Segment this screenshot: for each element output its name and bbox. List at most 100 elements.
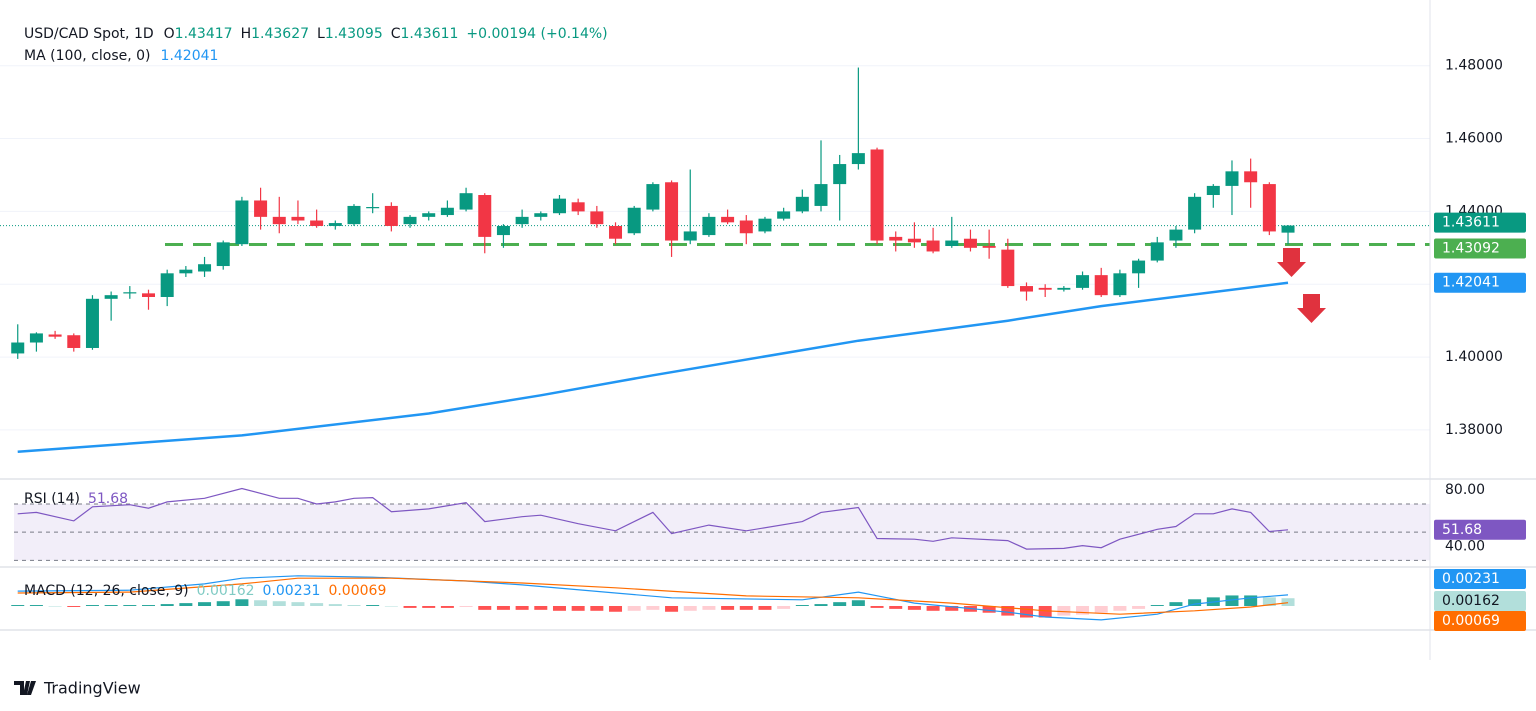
candle-body: [123, 292, 137, 294]
macd-label: 0.00231: [1442, 571, 1500, 587]
candle-body: [1169, 229, 1183, 241]
candle-body: [646, 184, 660, 210]
macd-hist-bar: [1244, 595, 1258, 606]
candle-body: [907, 238, 921, 243]
label: L: [317, 26, 325, 42]
macd-hist-bar: [795, 605, 809, 606]
macd-hist-bar: [571, 606, 585, 611]
symbol: USD/CAD Spot, 1D: [24, 26, 154, 42]
macd-hist-bar: [758, 606, 772, 610]
candle-body: [496, 225, 510, 236]
macd-hist-bar: [272, 601, 286, 606]
candle-body: [366, 207, 380, 209]
macd-hist-bar: [310, 603, 324, 606]
candle-body: [1057, 287, 1071, 290]
rsi-label: 51.68: [1442, 522, 1482, 538]
price-label-bg: [1434, 212, 1526, 233]
macd-hist-bar: [1113, 606, 1127, 611]
candle-body: [1244, 171, 1258, 183]
candle-body: [403, 216, 417, 225]
macd-hist-bar: [160, 604, 174, 606]
change: +0.00194 (+0.14%): [466, 26, 607, 42]
candle-body: [515, 216, 529, 225]
candle-body: [310, 220, 324, 226]
candle-body: [142, 293, 156, 297]
macd-hist-bar: [1019, 606, 1033, 618]
macd-hist-bar: [1225, 595, 1239, 606]
candle-body: [1076, 275, 1090, 288]
macd-hist-bar: [889, 606, 903, 609]
macd-hist-bar: [721, 606, 735, 610]
candle-body: [48, 334, 62, 337]
label: H: [241, 26, 252, 42]
macd-hist-bar: [11, 605, 25, 606]
macd-hist-bar: [646, 606, 660, 610]
macd-hist-bar: [982, 606, 996, 613]
macd-hist-bar: [235, 599, 249, 606]
macd-hist-bar: [552, 606, 566, 611]
label: RSI (14): [24, 491, 80, 507]
label: C: [391, 26, 401, 42]
label: O: [164, 26, 175, 42]
candle-body: [926, 240, 940, 252]
level-label-bg: [1434, 238, 1526, 259]
value: 1.43611: [401, 26, 459, 42]
macd-hist-bar: [29, 605, 43, 606]
candle-body: [1132, 260, 1146, 274]
ma-line: [17, 281, 1289, 454]
macd-hist-bar: [1132, 606, 1146, 609]
candle-body: [11, 342, 25, 354]
macd-line: [17, 575, 1289, 621]
logo: [14, 681, 36, 695]
candle-body: [1262, 184, 1276, 232]
macd-hist-bar: [907, 606, 921, 610]
value: 51.68: [88, 491, 128, 507]
y-tick-label: 1.46000: [1445, 131, 1503, 147]
candle-body: [590, 211, 604, 225]
macd-hist-bar: [216, 601, 230, 606]
macd-hist-bar: [1038, 606, 1052, 618]
axis: 1.380001.400001.420001.440001.460001.480…: [1434, 58, 1526, 631]
candle-body: [1001, 249, 1015, 287]
plot: [0, 67, 1430, 621]
macd-hist-bar: [48, 606, 62, 607]
macd-hist-bar: [945, 606, 959, 611]
macd-hist-bar: [459, 606, 473, 607]
macd-hist-bar: [851, 600, 865, 606]
macd-hist-bar: [534, 606, 548, 610]
candle-body: [833, 164, 847, 185]
legend-ma: MA (100, close, 0) 1.42041: [24, 48, 218, 64]
label: MACD (12, 26, close, 9): [24, 583, 189, 599]
candle-body: [758, 218, 772, 232]
candle-body: [851, 153, 865, 165]
macd-label-bg: [1434, 569, 1526, 589]
candle-body: [1113, 273, 1127, 296]
candle-body: [291, 216, 305, 221]
candle-body: [1206, 185, 1220, 196]
candle-body: [85, 298, 99, 348]
y-tick-label: 80.00: [1445, 482, 1485, 498]
candle-body: [67, 335, 81, 348]
value: 1.42041: [161, 48, 219, 64]
macd-hist-bar: [627, 606, 641, 611]
value: 1.43627: [251, 26, 309, 42]
macd-hist-bar: [1262, 597, 1276, 606]
macd-hist-bar: [1094, 606, 1108, 613]
candle-body: [627, 207, 641, 234]
candle-body: [609, 225, 623, 239]
macd-hist-bar: [123, 605, 137, 606]
rsi-label-bg: [1434, 519, 1526, 540]
candle-body: [179, 269, 193, 274]
arrow-down: [1277, 248, 1306, 277]
candle-body: [235, 200, 249, 245]
macd-hist-bar: [496, 606, 510, 610]
candle-body: [1019, 286, 1033, 292]
value: 0.00162: [197, 583, 255, 599]
candle-body: [1150, 242, 1164, 261]
candle-body: [216, 242, 230, 267]
candle-body: [384, 205, 398, 226]
macd-hist-bar: [366, 605, 380, 606]
candle-body: [254, 200, 268, 217]
candle-body: [683, 231, 697, 241]
